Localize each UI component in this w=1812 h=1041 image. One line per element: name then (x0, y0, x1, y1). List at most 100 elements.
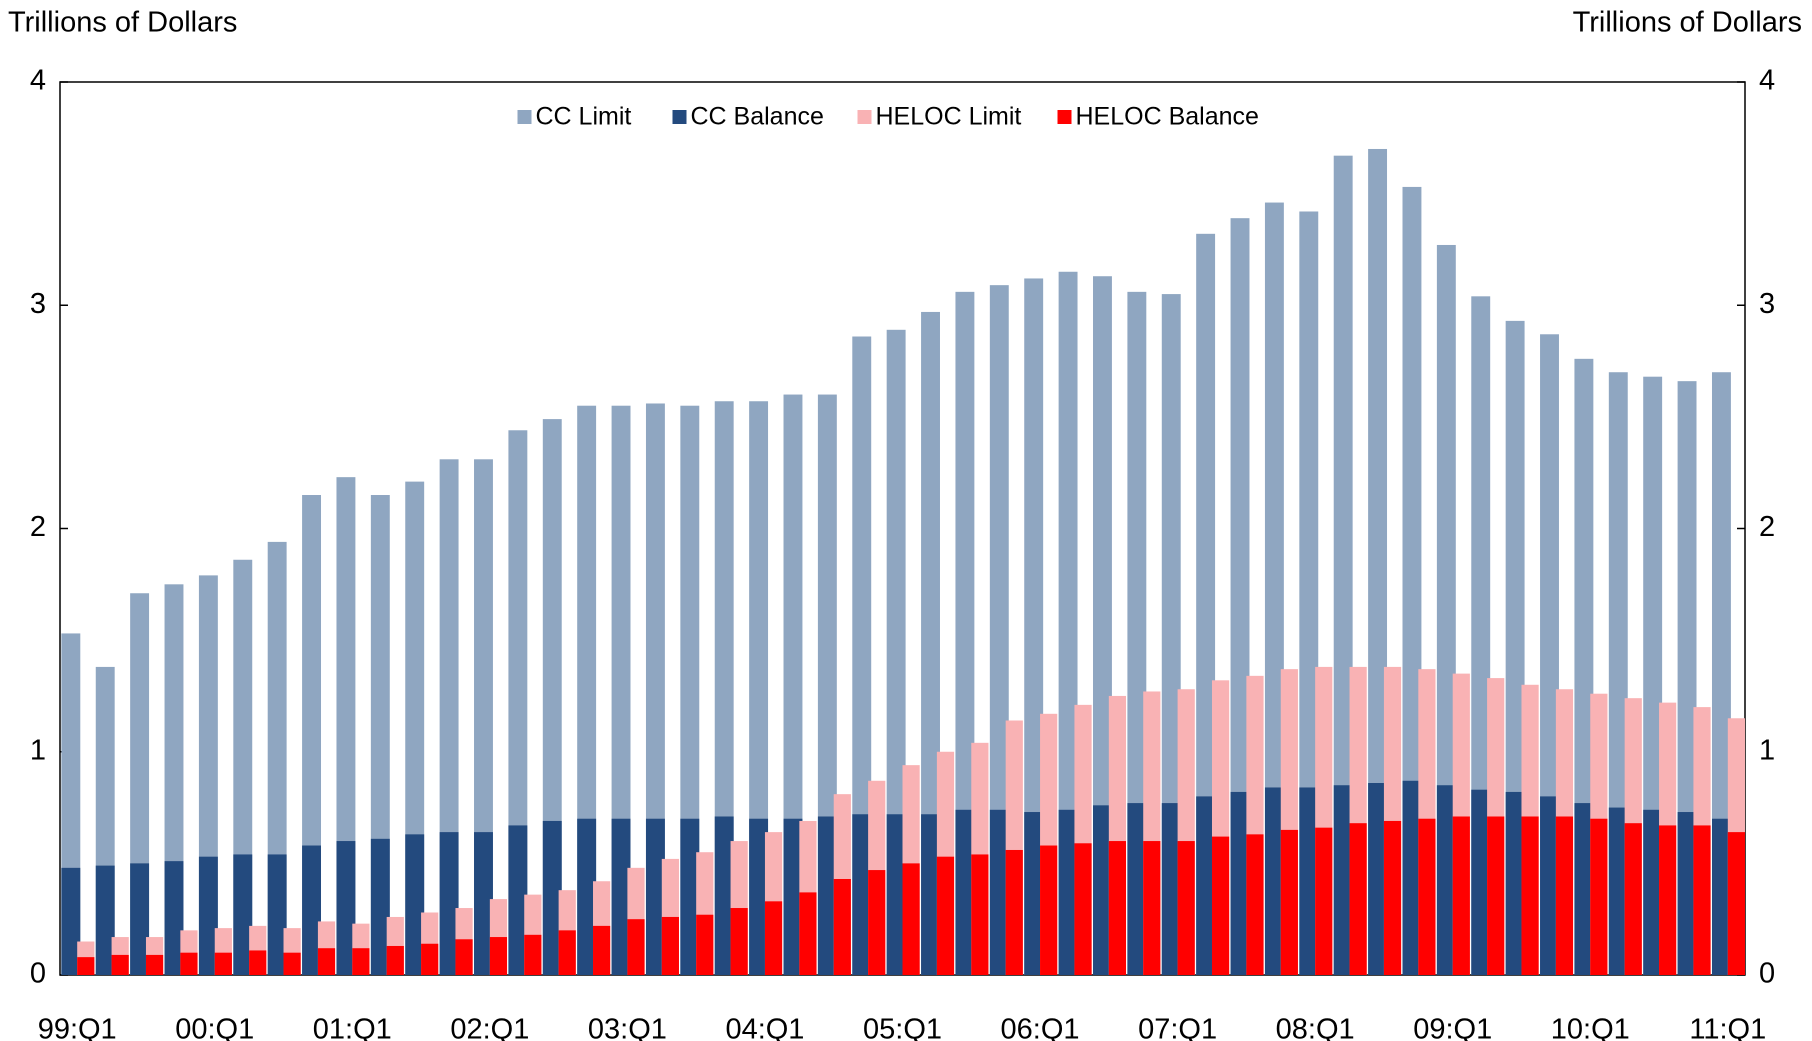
bar (1177, 841, 1195, 975)
bar (1230, 218, 1250, 975)
bar (1143, 841, 1161, 975)
x-tick-label: 10:Q1 (1551, 1014, 1630, 1041)
legend-swatch (857, 110, 872, 124)
bar (1333, 155, 1353, 976)
bar (233, 854, 253, 975)
bar (971, 854, 989, 975)
y2-tick-label: 2 (1759, 511, 1775, 543)
x-tick-label: 11:Q1 (1689, 1014, 1766, 1041)
bar (1659, 825, 1677, 975)
legend-label: HELOC Limit (876, 103, 1022, 131)
bar (852, 814, 872, 975)
x-tick-label: 06:Q1 (1001, 1014, 1080, 1041)
bar (370, 838, 390, 975)
bar (558, 930, 576, 975)
bar (1058, 809, 1078, 975)
bar (730, 908, 748, 975)
bar (577, 818, 597, 975)
x-tick-label: 08:Q1 (1276, 1014, 1355, 1041)
x-tick-label: 01:Q1 (313, 1014, 392, 1041)
bar (886, 814, 906, 975)
bar (1402, 186, 1422, 976)
bar (111, 954, 129, 975)
bar (1264, 787, 1284, 975)
bar (936, 856, 955, 975)
bar (164, 861, 184, 975)
bar (1005, 849, 1023, 975)
bar (1024, 812, 1044, 975)
bar (1211, 836, 1230, 975)
bar (130, 863, 150, 975)
bar (283, 952, 301, 975)
bar (524, 934, 542, 975)
bar (267, 854, 287, 975)
bar (955, 809, 975, 975)
y2-axis-label: Trillions of Dollars (1573, 7, 1802, 39)
bar (180, 952, 198, 975)
bar (1093, 276, 1112, 975)
bar (833, 879, 851, 975)
bar (1608, 807, 1628, 975)
bar (680, 818, 700, 975)
bar (474, 832, 493, 975)
bar (1127, 803, 1147, 975)
y2-tick-label: 0 (1759, 958, 1775, 990)
bar (593, 925, 611, 975)
legend-label: CC Balance (691, 103, 824, 131)
y2-tick-label: 4 (1759, 65, 1775, 97)
x-tick-label: 09:Q1 (1413, 1014, 1492, 1041)
bar (1074, 843, 1092, 975)
bar (145, 954, 164, 975)
bar (1402, 780, 1422, 975)
bar (1058, 271, 1078, 975)
bar (1280, 829, 1298, 975)
bar (1333, 785, 1353, 975)
x-tick-label: 05:Q1 (863, 1014, 942, 1041)
bar (95, 865, 115, 975)
bar (1024, 278, 1044, 976)
bar (1161, 803, 1181, 975)
y-tick-label: 4 (30, 65, 46, 97)
bar (1264, 202, 1284, 975)
bar (989, 809, 1009, 975)
bar (868, 870, 886, 975)
bar (352, 948, 370, 975)
bar (1471, 789, 1491, 975)
bar (661, 916, 679, 975)
bar (764, 901, 783, 975)
bar (1368, 783, 1388, 975)
bar (886, 329, 906, 975)
bar (455, 939, 473, 975)
bar (1487, 816, 1505, 975)
legend-label: HELOC Balance (1076, 103, 1259, 131)
bar (799, 892, 817, 975)
bar (1711, 818, 1731, 975)
bar (302, 845, 322, 975)
bar (1383, 820, 1402, 975)
x-tick-label: 07:Q1 (1138, 1014, 1217, 1041)
bar (1574, 803, 1594, 975)
legend-swatch (517, 110, 532, 124)
y-tick-label: 0 (30, 958, 46, 990)
y-axis-label: Trillions of Dollars (8, 7, 237, 39)
bar (1643, 809, 1663, 975)
bar (1418, 818, 1436, 975)
bar (714, 816, 734, 975)
bar (1452, 816, 1470, 975)
bar (439, 832, 459, 975)
bar (317, 948, 336, 975)
x-tick-label: 02:Q1 (450, 1014, 529, 1041)
bar (1349, 823, 1367, 975)
bar (508, 825, 528, 975)
bar (921, 311, 940, 975)
bar (489, 937, 508, 975)
bar (77, 957, 95, 975)
y-tick-label: 3 (30, 288, 46, 320)
x-tick-label: 99:Q1 (38, 1014, 117, 1041)
legend-swatch (672, 110, 687, 124)
bar (1368, 148, 1388, 976)
bar (1230, 791, 1250, 975)
bar (1196, 233, 1216, 975)
